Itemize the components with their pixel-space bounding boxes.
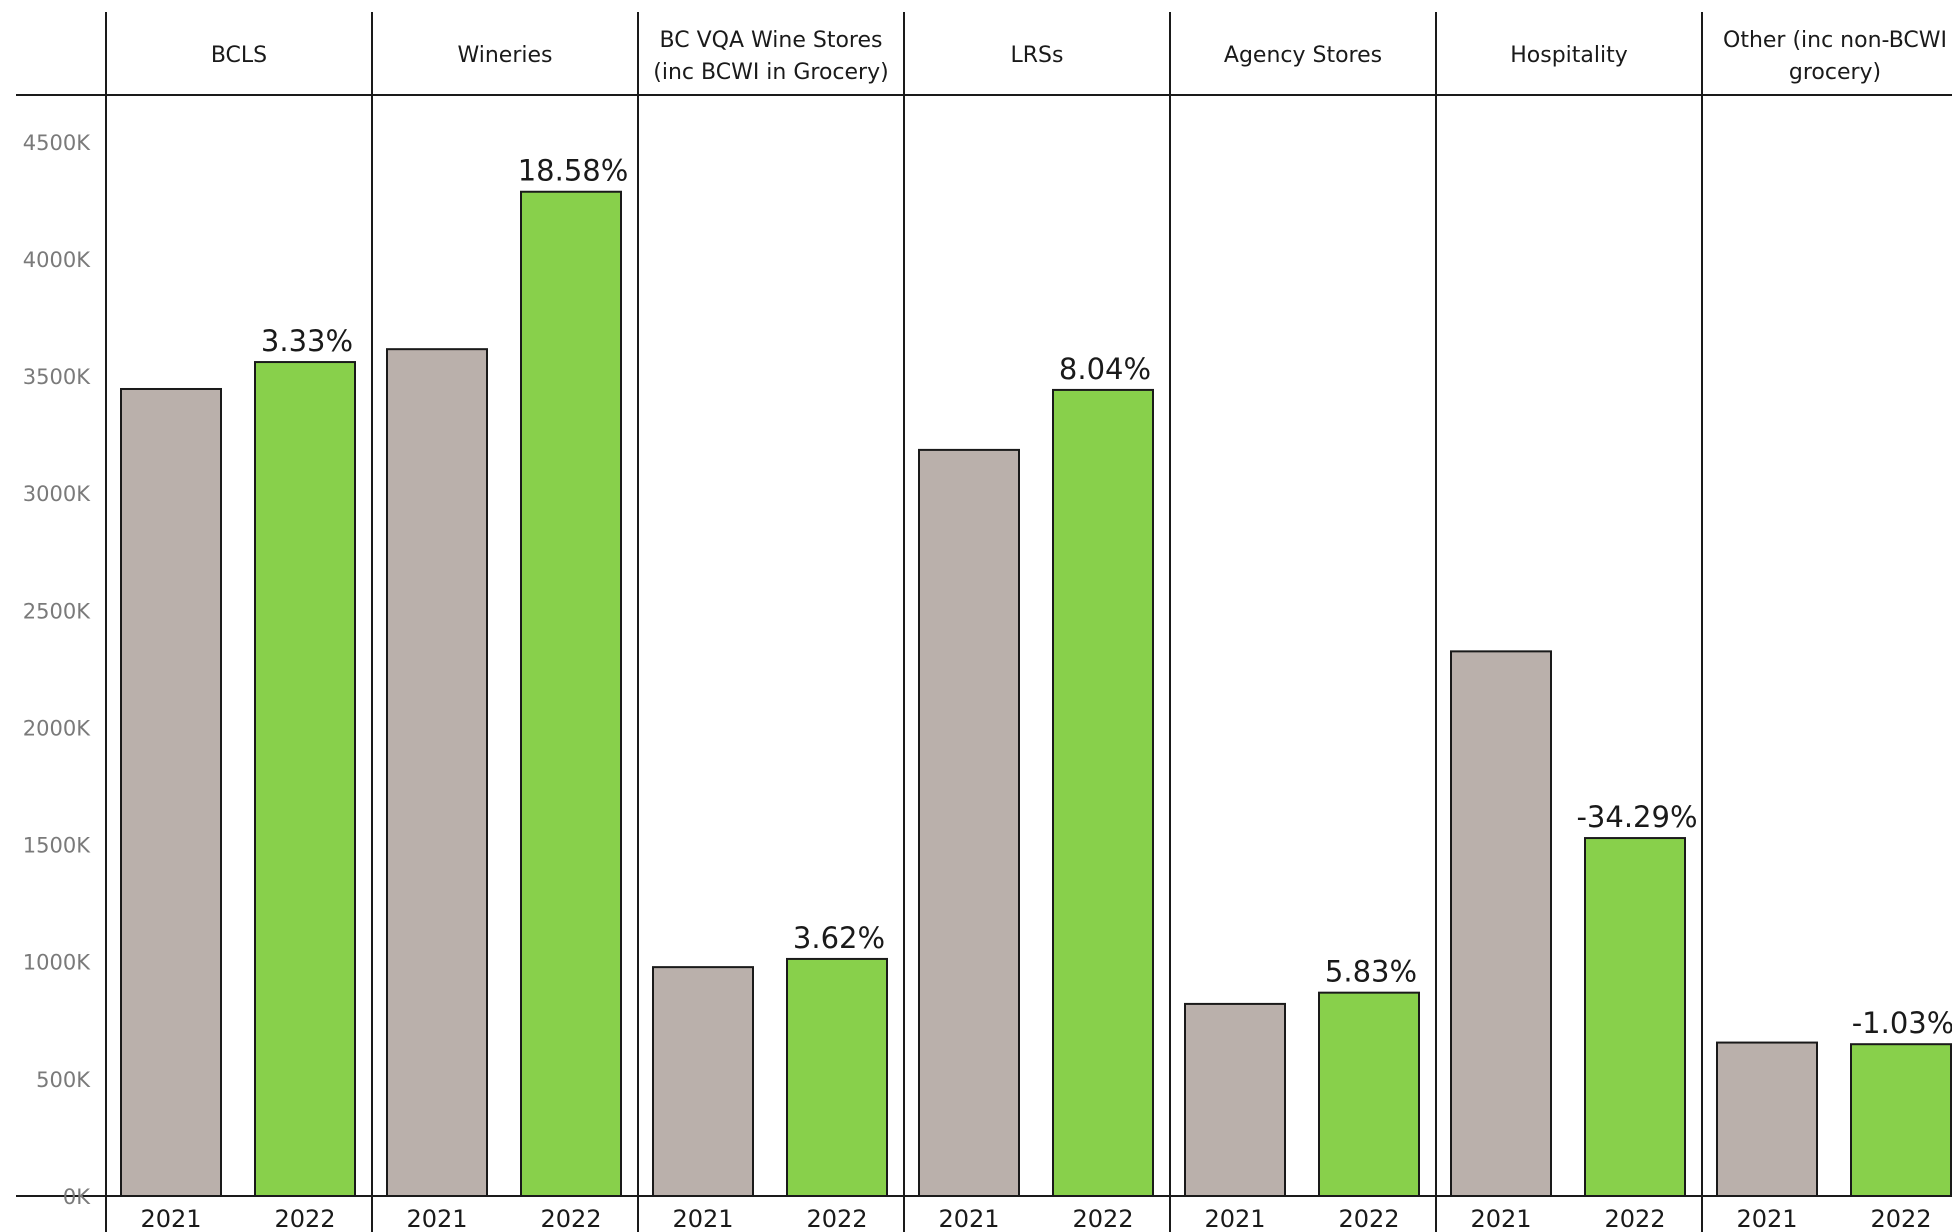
x-year-label: 2021: [140, 1205, 201, 1232]
bar-2022: [1052, 388, 1154, 1198]
bar-2022: [520, 190, 622, 1198]
category-header-label: Other (inc non-BCWI: [1723, 28, 1947, 53]
y-tick-label: 3500K: [23, 365, 91, 389]
pct-change-label: -34.29%: [1576, 800, 1697, 834]
pct-change-label: 3.62%: [793, 921, 885, 955]
category-header-label: (inc BCWI in Grocery): [653, 60, 888, 85]
category-header-label: BCLS: [211, 43, 267, 68]
x-year-label: 2021: [1204, 1205, 1265, 1232]
y-tick-label: 3000K: [23, 482, 91, 506]
x-year-label: 2022: [1072, 1205, 1133, 1232]
category-header-label: LRSs: [1011, 43, 1064, 68]
x-year-label: 2021: [1736, 1205, 1797, 1232]
x-year-label: 2022: [806, 1205, 867, 1232]
y-tick-label: 2500K: [23, 599, 91, 623]
bar-2021: [652, 966, 754, 1198]
y-tick-label: 2000K: [23, 716, 91, 740]
y-tick-label: 0K: [63, 1185, 91, 1209]
pct-change-label: -1.03%: [1852, 1006, 1952, 1040]
bar-2022: [1850, 1043, 1952, 1197]
pct-change-label: 8.04%: [1059, 352, 1151, 386]
x-year-label: 2022: [274, 1205, 335, 1232]
bar-2021: [386, 348, 488, 1198]
bar-2021: [918, 448, 1020, 1198]
y-tick-label: 4000K: [23, 248, 91, 272]
x-year-label: 2022: [1870, 1205, 1931, 1232]
y-tick-label: 500K: [36, 1068, 91, 1092]
bar-2021: [1184, 1002, 1286, 1197]
category-header-label: Agency Stores: [1224, 43, 1382, 68]
category-header-label: BC VQA Wine Stores: [660, 28, 883, 53]
bar-2021: [1450, 650, 1552, 1197]
pct-change-label: 3.33%: [261, 324, 353, 358]
x-year-label: 2022: [540, 1205, 601, 1232]
x-year-label: 2021: [406, 1205, 467, 1232]
bar-2022: [254, 361, 356, 1197]
bar-2022: [1318, 991, 1420, 1197]
x-year-label: 2021: [1470, 1205, 1531, 1232]
pct-change-label: 18.58%: [518, 154, 629, 188]
x-year-label: 2022: [1604, 1205, 1665, 1232]
category-header-label: Hospitality: [1510, 43, 1628, 68]
bar-2021: [120, 387, 222, 1197]
bar-2022: [786, 957, 888, 1197]
bar-2021: [1716, 1041, 1818, 1197]
y-tick-label: 1000K: [23, 951, 91, 975]
y-tick-label: 1500K: [23, 834, 91, 858]
y-tick-label: 4500K: [23, 131, 91, 155]
pct-change-label: 5.83%: [1325, 955, 1417, 989]
bar-2022: [1584, 837, 1686, 1197]
x-year-label: 2021: [938, 1205, 999, 1232]
x-year-label: 2021: [672, 1205, 733, 1232]
x-year-label: 2022: [1338, 1205, 1399, 1232]
category-header-label: Wineries: [457, 43, 552, 68]
category-header-label: grocery): [1789, 60, 1881, 85]
